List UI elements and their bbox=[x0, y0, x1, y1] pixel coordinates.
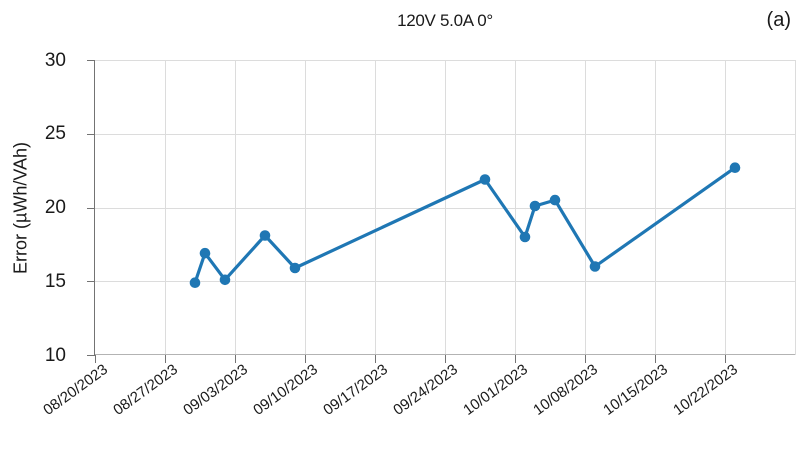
x-axis-tick bbox=[445, 355, 446, 363]
grid-line-vertical bbox=[235, 60, 236, 355]
data-point bbox=[289, 262, 301, 274]
y-axis-tick bbox=[87, 355, 95, 356]
data-series-line bbox=[193, 166, 736, 284]
y-axis-tick bbox=[87, 133, 95, 135]
x-axis-tick bbox=[725, 355, 726, 363]
data-point bbox=[479, 174, 491, 185]
x-axis-line bbox=[95, 354, 795, 356]
data-point bbox=[589, 261, 601, 272]
y-tick-label: 10 bbox=[44, 344, 66, 366]
x-axis-tick bbox=[235, 355, 236, 363]
y-axis-tick bbox=[87, 207, 95, 209]
data-point bbox=[519, 231, 531, 243]
y-tick-label: 15 bbox=[44, 270, 66, 292]
grid-line-vertical bbox=[445, 60, 446, 355]
x-axis-tick bbox=[375, 355, 376, 363]
data-point bbox=[729, 162, 741, 173]
grid-line-vertical bbox=[515, 60, 516, 355]
data-point bbox=[199, 247, 211, 259]
grid-line-vertical bbox=[655, 60, 656, 355]
chart-title: 120V 5.0A 0° bbox=[397, 11, 493, 30]
grid-line-vertical bbox=[375, 60, 376, 355]
x-axis-tick bbox=[305, 355, 306, 363]
y-axis-tick bbox=[87, 60, 95, 61]
data-point bbox=[189, 277, 201, 289]
grid-line-vertical bbox=[585, 60, 586, 355]
y-tick-label: 20 bbox=[44, 197, 66, 218]
data-point bbox=[549, 194, 561, 206]
grid-line-vertical bbox=[725, 60, 726, 355]
x-axis-tick bbox=[95, 355, 96, 363]
grid-line-vertical bbox=[165, 60, 166, 355]
plot-area bbox=[95, 60, 796, 355]
y-axis-tick bbox=[87, 281, 95, 283]
data-point bbox=[259, 230, 271, 241]
x-axis-tick bbox=[585, 355, 586, 363]
x-axis-tick bbox=[515, 355, 516, 363]
x-axis-tick bbox=[165, 355, 166, 363]
grid-line-vertical bbox=[795, 60, 796, 355]
y-tick-label: 25 bbox=[44, 123, 66, 145]
grid-line-vertical bbox=[305, 60, 306, 355]
panel-label: (a) bbox=[766, 9, 791, 31]
data-point bbox=[529, 200, 541, 212]
data-point bbox=[219, 274, 231, 286]
y-tick-label: 30 bbox=[44, 49, 66, 71]
x-axis-tick bbox=[655, 355, 656, 363]
